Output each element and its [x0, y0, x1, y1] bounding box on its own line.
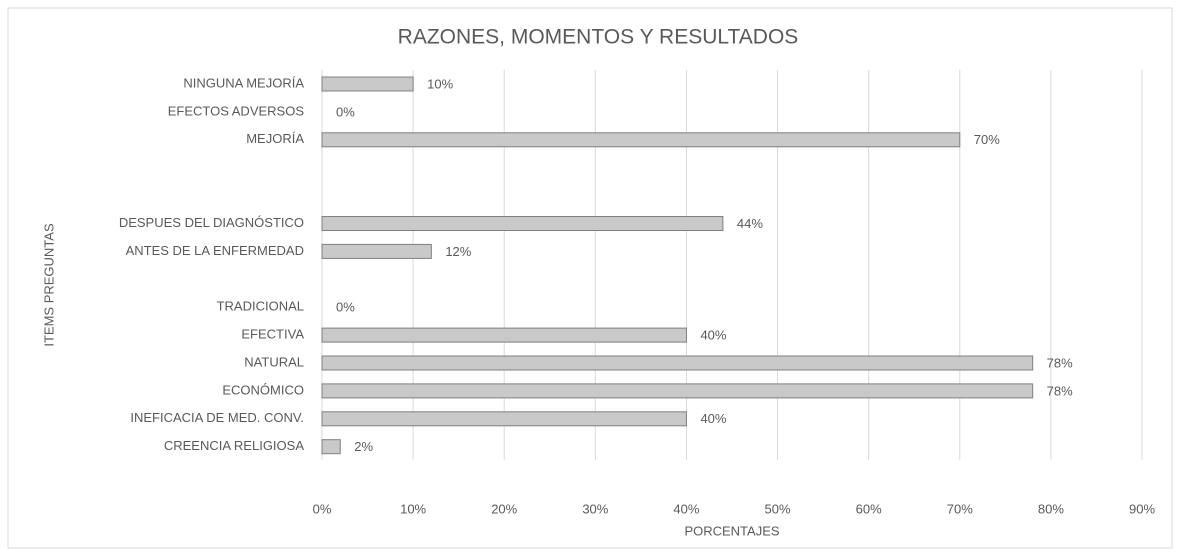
y-tick-label: NINGUNA MEJORÍA [183, 75, 304, 90]
data-label: 78% [1047, 355, 1073, 370]
x-tick-label: 50% [765, 501, 791, 516]
data-label: 12% [445, 244, 471, 259]
bar [321, 327, 687, 343]
y-tick-label: DESPUES DEL DIAGNÓSTICO [119, 215, 304, 230]
bar [321, 216, 724, 231]
y-tick-label: EFECTOS ADVERSOS [168, 103, 305, 118]
data-label: 40% [700, 328, 726, 343]
bar [321, 439, 341, 455]
x-tick-label: 90% [1129, 501, 1155, 516]
y-tick-label: TRADICIONAL [217, 299, 304, 314]
chart-frame [7, 7, 1173, 549]
data-label: 44% [737, 216, 763, 231]
x-tick-label: 80% [1038, 501, 1064, 516]
data-label: 70% [974, 132, 1000, 147]
bar [321, 383, 1034, 399]
bar [321, 243, 432, 259]
y-tick-label: MEJORÍA [246, 131, 304, 146]
y-tick-label: ANTES DE LA ENFERMEDAD [126, 243, 304, 258]
bar [321, 132, 961, 148]
bar [321, 76, 414, 92]
y-tick-label: NATURAL [244, 354, 304, 369]
x-tick-label: 60% [856, 501, 882, 516]
data-label: 78% [1047, 383, 1073, 398]
y-axis-title: ITEMS PREGUNTAS [41, 223, 56, 347]
data-label: 10% [427, 76, 453, 91]
x-tick-label: 40% [673, 501, 699, 516]
y-tick-label: CREENCIA RELIGIOSA [164, 438, 304, 453]
y-tick-label: ECONÓMICO [222, 382, 304, 397]
x-tick-label: 10% [400, 501, 426, 516]
chart-title: RAZONES, MOMENTOS Y RESULTADOS [398, 26, 799, 49]
data-label: 0% [336, 300, 355, 315]
x-tick-label: 20% [491, 501, 517, 516]
bar [321, 411, 687, 427]
x-tick-label: 70% [947, 501, 973, 516]
data-label: 2% [354, 439, 373, 454]
bar [321, 355, 1034, 371]
y-tick-label: EFECTIVA [241, 327, 304, 342]
y-tick-label: INEFICACIA DE MED. CONV. [130, 410, 304, 425]
data-label: 0% [336, 104, 355, 119]
data-label: 40% [700, 411, 726, 426]
x-axis-title: PORCENTAJES [684, 523, 779, 538]
x-tick-label: 30% [582, 501, 608, 516]
x-tick-label: 0% [313, 501, 332, 516]
